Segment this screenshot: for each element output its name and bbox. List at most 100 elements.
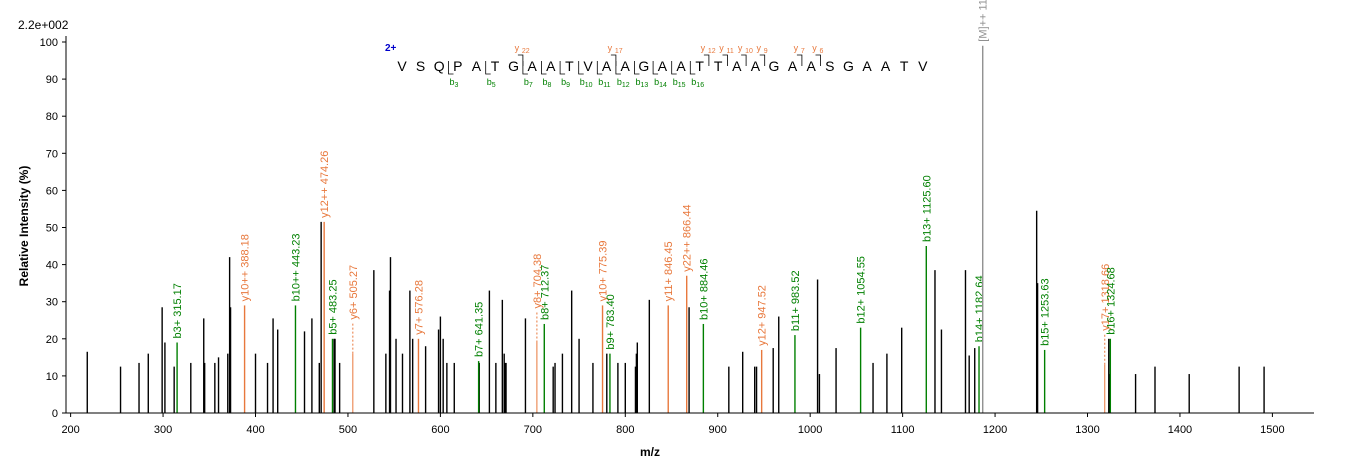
annotated-peak-label: y12+ 947.52 — [757, 285, 769, 346]
b-ion-number: 13 — [641, 82, 649, 89]
b-ion-bracket — [485, 61, 491, 75]
b-ion-label: b — [487, 77, 492, 87]
annotated-peak-label: y12++ 474.26 — [319, 151, 331, 218]
y-tick-label: 90 — [46, 74, 58, 86]
annotated-peak-label: y7+ 576.28 — [413, 280, 425, 335]
sequence-residue: A — [546, 58, 556, 74]
sequence-residue: A — [751, 58, 761, 74]
charge-state-label: 2+ — [385, 43, 397, 54]
y-tick-label: 100 — [40, 37, 58, 49]
intensity-scale-label: 2.2e+002 — [18, 18, 69, 32]
b-ion-bracket — [448, 61, 454, 75]
y-ion-bracket — [759, 54, 766, 66]
y-ion-label: y — [701, 43, 706, 53]
b-ion-label: b — [543, 77, 548, 87]
y-ion-bracket — [703, 54, 710, 66]
annotated-peak-label: y6+ 505.27 — [348, 265, 360, 320]
sequence-residue: T — [714, 58, 723, 74]
x-tick-label: 600 — [431, 424, 449, 436]
y-tick-label: 20 — [46, 334, 58, 346]
b-ion-label: b — [524, 77, 529, 87]
annotated-peak-label: y22++ 866.44 — [682, 204, 694, 271]
sequence-residue: V — [583, 58, 593, 74]
b-ion-bracket — [578, 61, 584, 75]
y-ion-number: 11 — [727, 48, 734, 55]
x-tick-label: 1200 — [983, 424, 1007, 436]
b-ion-label: b — [617, 77, 622, 87]
sequence-residue: A — [862, 58, 872, 74]
b-ion-label: b — [598, 77, 603, 87]
sequence-residue: S — [825, 58, 834, 74]
axis-ticks: 200 300 400 500 600 700 800 900 1000 1100 1200 1300… — [40, 37, 1285, 436]
y-ion-label: y — [756, 43, 761, 53]
y-ion-label: y — [738, 43, 743, 53]
annotated-peak-label: b11+ 983.52 — [790, 270, 802, 331]
b-ion-bracket — [634, 61, 640, 75]
plot-area: 200 300 400 500 600 700 800 900 1000 1100 1200 1300… — [40, 0, 1314, 436]
annotated-peak-label: y8+ 704.38 — [532, 254, 544, 309]
sequence-residue: Q — [434, 58, 445, 74]
y-ion-bracket — [741, 54, 747, 66]
sequence-residue: A — [732, 58, 742, 74]
b-ion-number: 7 — [529, 82, 533, 89]
annotated-peak-label: b16+ 1324.68 — [1105, 267, 1117, 335]
x-tick-label: 1100 — [891, 424, 915, 436]
y-ion-number: 9 — [764, 48, 768, 55]
y-tick-label: 30 — [46, 297, 58, 309]
y-ion-label: y — [515, 43, 520, 53]
annotated-peak-label: [M]++ 1186.64 — [978, 0, 990, 42]
y-ion-number: 7 — [801, 48, 805, 55]
sequence-residue: T — [565, 58, 574, 74]
b-ion-bracket — [615, 61, 621, 75]
b-ion-label: b — [561, 77, 566, 87]
b-ion-number: 5 — [492, 82, 496, 89]
sequence-residue: P — [453, 58, 462, 74]
sequence-residue: G — [843, 58, 854, 74]
b-ion-number: 11 — [603, 82, 610, 89]
b-ion-label: b — [636, 77, 641, 87]
b-ion-bracket — [596, 61, 603, 75]
y-ion-label: y — [719, 43, 724, 53]
annotated-peaks: b3+ 315.17 y10++ 388.18 b10++ 443.23 y12++ … — [172, 0, 1117, 413]
x-tick-label: 300 — [154, 424, 172, 436]
x-tick-label: 1500 — [1260, 424, 1284, 436]
annotated-peak-label: b15+ 1253.63 — [1040, 278, 1052, 346]
y-ion-bracket — [722, 54, 728, 66]
y-tick-label: 80 — [46, 111, 58, 123]
x-tick-label: 1300 — [1075, 424, 1099, 436]
x-tick-label: 800 — [616, 424, 634, 436]
annotated-peak-label: b9+ 783.40 — [605, 294, 617, 349]
annotated-peak-label: b3+ 315.17 — [172, 283, 184, 338]
y-ion-label: y — [794, 43, 799, 53]
x-tick-label: 900 — [709, 424, 727, 436]
b-ion-label: b — [673, 77, 678, 87]
annotated-peak-label: b7+ 641.35 — [474, 302, 486, 357]
b-ion-bracket — [689, 61, 696, 75]
b-ion-bracket — [522, 61, 528, 75]
b-ion-bracket — [559, 61, 566, 75]
sequence-residue: T — [900, 58, 909, 74]
y-tick-label: 0 — [52, 408, 58, 420]
y-tick-label: 60 — [46, 185, 58, 197]
sequence-residue: G — [769, 58, 780, 74]
sequence-residue: A — [658, 58, 668, 74]
x-tick-label: 1400 — [1168, 424, 1192, 436]
sequence-residue: A — [881, 58, 891, 74]
b-ion-number: 12 — [622, 82, 630, 89]
sequence-residue: A — [602, 58, 612, 74]
b-ion-number: 8 — [548, 82, 552, 89]
sequence-residue: A — [528, 58, 538, 74]
sequence-residue: V — [397, 58, 407, 74]
b-ion-number: 9 — [566, 82, 570, 89]
annotated-peak-label: b14+ 1182.64 — [974, 275, 986, 342]
sequence-residue: T — [491, 58, 500, 74]
y-ion-number: 17 — [615, 48, 623, 55]
b-ion-number: 3 — [455, 82, 459, 89]
annotated-peak-label: b12+ 1054.55 — [856, 256, 868, 324]
x-tick-label: 200 — [61, 424, 79, 436]
b-ion-number: 15 — [678, 82, 686, 89]
y-ion-bracket — [610, 54, 617, 66]
peptide-sequence-map: 2+V S Q P A T G A A T V A A G A A T T A A G A A S G A A T Vy 22 y 17 y 12… — [385, 43, 928, 89]
y-ion-label: y — [608, 43, 613, 53]
